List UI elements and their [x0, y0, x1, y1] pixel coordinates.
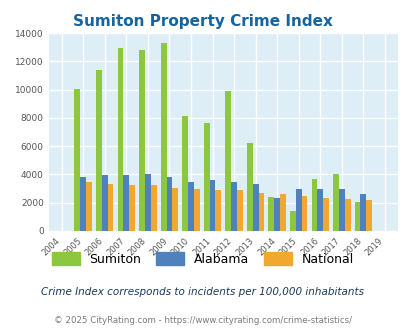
Bar — [203, 123, 209, 231]
Bar — [139, 50, 145, 231]
Bar — [332, 175, 338, 231]
Bar — [150, 185, 156, 231]
Bar — [230, 182, 237, 231]
Bar — [102, 175, 107, 231]
Bar — [301, 196, 307, 231]
Bar — [96, 70, 102, 231]
Bar — [166, 177, 172, 231]
Text: © 2025 CityRating.com - https://www.cityrating.com/crime-statistics/: © 2025 CityRating.com - https://www.city… — [54, 315, 351, 325]
Bar — [182, 116, 188, 231]
Bar — [258, 193, 264, 231]
Bar — [317, 188, 322, 231]
Bar — [365, 200, 371, 231]
Bar — [274, 198, 279, 231]
Bar — [237, 190, 242, 231]
Bar — [268, 197, 274, 231]
Bar — [295, 188, 301, 231]
Bar — [86, 182, 92, 231]
Bar — [344, 199, 350, 231]
Bar — [338, 188, 344, 231]
Text: Crime Index corresponds to incidents per 100,000 inhabitants: Crime Index corresponds to incidents per… — [41, 287, 364, 297]
Bar — [311, 179, 317, 231]
Bar — [160, 43, 166, 231]
Bar — [225, 91, 230, 231]
Bar — [123, 175, 129, 231]
Bar — [215, 190, 221, 231]
Bar — [129, 185, 135, 231]
Bar — [289, 211, 295, 231]
Legend: Sumiton, Alabama, National: Sumiton, Alabama, National — [47, 247, 358, 271]
Bar — [172, 188, 178, 231]
Bar — [252, 183, 258, 231]
Bar — [209, 180, 215, 231]
Bar — [107, 184, 113, 231]
Bar — [246, 143, 252, 231]
Bar — [145, 174, 150, 231]
Bar — [360, 193, 365, 231]
Bar — [74, 89, 80, 231]
Bar — [188, 182, 194, 231]
Bar — [354, 202, 360, 231]
Bar — [117, 48, 123, 231]
Bar — [194, 189, 199, 231]
Bar — [322, 198, 328, 231]
Text: Sumiton Property Crime Index: Sumiton Property Crime Index — [73, 14, 332, 29]
Bar — [279, 194, 285, 231]
Bar — [80, 177, 86, 231]
